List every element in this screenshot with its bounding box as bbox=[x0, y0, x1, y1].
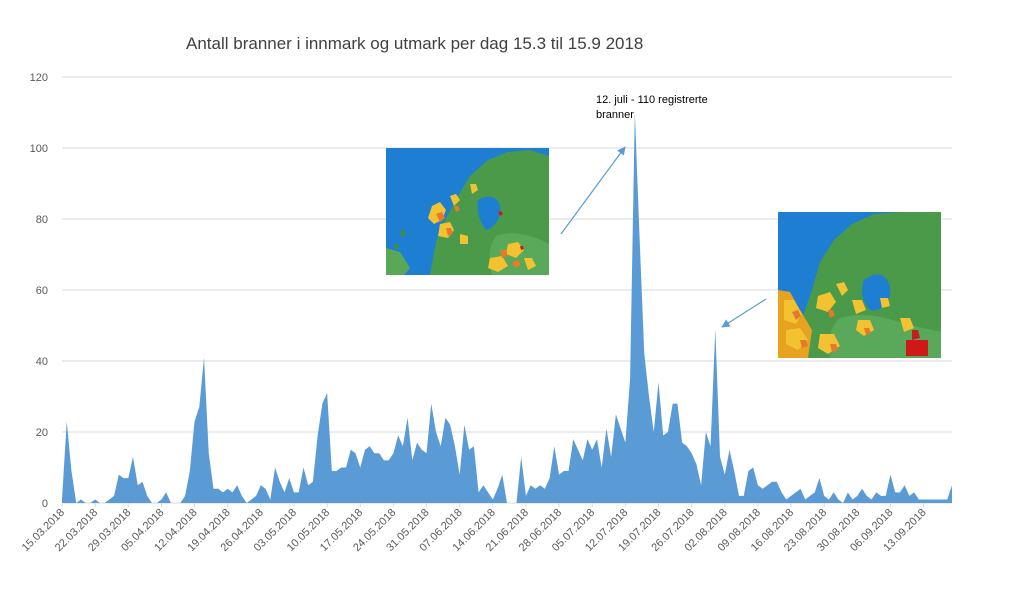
y-axis: 0 20 40 60 80 100 120 bbox=[30, 72, 48, 510]
y-tick-label: 80 bbox=[36, 214, 48, 226]
y-tick-label: 20 bbox=[36, 427, 48, 439]
annotation-line-2: branner bbox=[596, 109, 634, 121]
fire-map-image-1 bbox=[386, 148, 549, 275]
y-tick-label: 0 bbox=[42, 498, 48, 510]
arrow-to-peak bbox=[560, 146, 626, 235]
y-tick-label: 40 bbox=[36, 356, 48, 368]
y-tick-label: 100 bbox=[30, 143, 48, 155]
y-tick-label: 60 bbox=[36, 285, 48, 297]
peak-annotation: 12. juli - 110 registrerte branner bbox=[596, 94, 708, 121]
x-axis: 15.03.201822.03.201829.03.201805.04.2018… bbox=[20, 503, 929, 554]
annotation-line-1: 12. juli - 110 registrerte bbox=[596, 94, 708, 106]
y-tick-label: 120 bbox=[30, 72, 48, 84]
chart-title: Antall branner i innmark og utmark per d… bbox=[186, 34, 643, 53]
arrow-to-second-peak bbox=[721, 298, 767, 328]
fire-map-image-2 bbox=[778, 212, 941, 358]
